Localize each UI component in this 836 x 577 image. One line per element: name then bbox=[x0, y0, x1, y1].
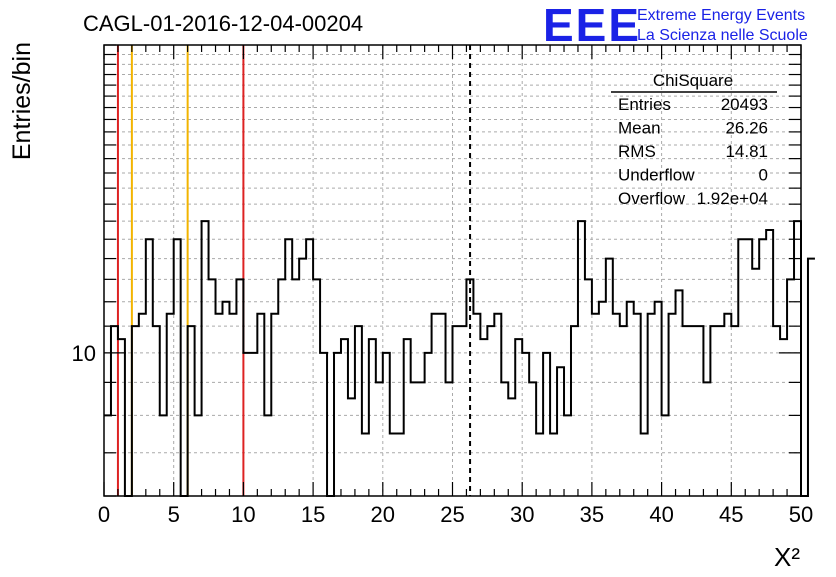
stats-row-value: 20493 bbox=[721, 95, 768, 114]
chart-title: CAGL-01-2016-12-04-00204 bbox=[83, 11, 363, 36]
eee-logo: EEE Extreme Energy Events La Scienza nel… bbox=[543, 0, 808, 51]
eee-logo-mark: EEE bbox=[543, 0, 641, 51]
x-axis-label: X² bbox=[774, 542, 800, 572]
stats-row-value: 26.26 bbox=[725, 119, 768, 138]
stats-row-label: Overflow bbox=[618, 189, 686, 208]
stats-row-label: RMS bbox=[618, 142, 656, 161]
stats-row-label: Underflow bbox=[618, 166, 695, 185]
x-tick-label: 45 bbox=[719, 502, 743, 527]
x-tick-label: 40 bbox=[649, 502, 673, 527]
eee-logo-line2: La Scienza nelle Scuole bbox=[637, 27, 808, 44]
stats-box: ChiSquare Entries 20493 Mean 26.26 RMS 14.81 U… bbox=[611, 71, 777, 208]
stats-row-value: 14.81 bbox=[725, 142, 768, 161]
x-tick-label: 0 bbox=[98, 502, 110, 527]
eee-logo-line1: Extreme Energy Events bbox=[637, 7, 805, 24]
x-tick-label: 15 bbox=[301, 502, 325, 527]
stats-row-label: Entries bbox=[618, 95, 671, 114]
x-tick-label: 5 bbox=[168, 502, 180, 527]
x-tick-label: 25 bbox=[440, 502, 464, 527]
stats-box-title: ChiSquare bbox=[653, 71, 733, 90]
y-tick-label: 10 bbox=[72, 341, 96, 366]
x-tick-label: 35 bbox=[580, 502, 604, 527]
y-axis-label: Entries/bin bbox=[8, 42, 36, 160]
x-tick-label: 10 bbox=[231, 502, 255, 527]
axes: 0 5 10 15 20 25 30 35 40 45 50 10 bbox=[72, 44, 813, 527]
x-tick-label: 50 bbox=[789, 502, 813, 527]
x-tick-label: 20 bbox=[371, 502, 395, 527]
x-tick-label: 30 bbox=[510, 502, 534, 527]
reference-lines bbox=[116, 45, 472, 496]
histogram-series bbox=[104, 220, 815, 497]
stats-row-value: 0 bbox=[759, 166, 768, 185]
stats-row-label: Mean bbox=[618, 119, 661, 138]
stats-row-value: 1.92e+04 bbox=[697, 189, 768, 208]
